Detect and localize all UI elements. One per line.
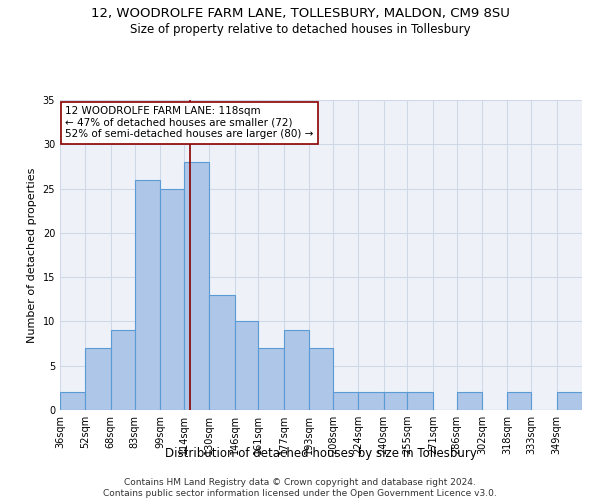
Bar [209, 295, 235, 410]
Bar [457, 392, 482, 410]
Bar [160, 188, 184, 410]
Bar [134, 180, 160, 410]
Text: Size of property relative to detached houses in Tollesbury: Size of property relative to detached ho… [130, 22, 470, 36]
Text: Contains HM Land Registry data © Crown copyright and database right 2024.
Contai: Contains HM Land Registry data © Crown c… [103, 478, 497, 498]
Bar [184, 162, 209, 410]
Text: 12, WOODROLFE FARM LANE, TOLLESBURY, MALDON, CM9 8SU: 12, WOODROLFE FARM LANE, TOLLESBURY, MAL… [91, 8, 509, 20]
Bar [235, 322, 259, 410]
Bar [60, 392, 85, 410]
Bar [383, 392, 407, 410]
Y-axis label: Number of detached properties: Number of detached properties [27, 168, 37, 342]
Bar [309, 348, 333, 410]
Bar [111, 330, 134, 410]
Text: Distribution of detached houses by size in Tollesbury: Distribution of detached houses by size … [165, 448, 477, 460]
Bar [259, 348, 284, 410]
Bar [508, 392, 531, 410]
Bar [557, 392, 582, 410]
Text: 12 WOODROLFE FARM LANE: 118sqm
← 47% of detached houses are smaller (72)
52% of : 12 WOODROLFE FARM LANE: 118sqm ← 47% of … [65, 106, 314, 140]
Bar [284, 330, 309, 410]
Bar [333, 392, 358, 410]
Bar [85, 348, 111, 410]
Bar [358, 392, 383, 410]
Bar [407, 392, 433, 410]
